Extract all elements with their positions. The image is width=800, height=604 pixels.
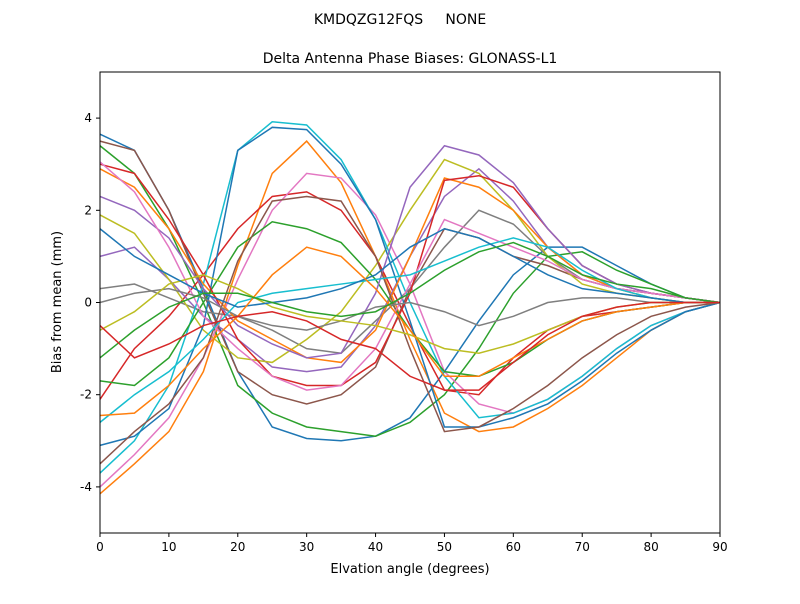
series-line: [99, 241, 721, 359]
series-line: [99, 161, 721, 391]
chart-title: Delta Antenna Phase Biases: GLONASS-L1: [263, 51, 558, 67]
x-tick-label: 40: [368, 540, 383, 554]
x-tick-label: 90: [712, 540, 727, 554]
x-tick-label: 0: [96, 540, 104, 554]
x-tick-label: 50: [437, 540, 452, 554]
series-line: [99, 140, 721, 495]
x-tick-label: 10: [161, 540, 176, 554]
chart-suptitle: KMDQZG12FQS NONE: [314, 12, 486, 28]
x-tick-label: 60: [506, 540, 521, 554]
x-tick-label: 20: [230, 540, 245, 554]
series-line: [99, 246, 720, 417]
series-line: [99, 237, 720, 423]
x-tick-label: 30: [299, 540, 314, 554]
y-axis-label: Bias from mean (mm): [50, 231, 65, 373]
x-axis-label: Elvation angle (degrees): [330, 562, 489, 577]
x-tick-label: 80: [643, 540, 658, 554]
y-tick-label: -2: [80, 388, 92, 402]
series-line: [99, 158, 720, 364]
y-tick-label: 0: [84, 296, 92, 310]
series-line: [99, 301, 720, 391]
series-line: [99, 195, 721, 465]
x-tick-label: 70: [575, 540, 590, 554]
plot-area: [99, 121, 721, 495]
y-tick-label: -4: [80, 480, 92, 494]
y-tick-label: 2: [84, 203, 92, 217]
series-line: [99, 287, 720, 331]
y-tick-label: 4: [84, 111, 92, 125]
